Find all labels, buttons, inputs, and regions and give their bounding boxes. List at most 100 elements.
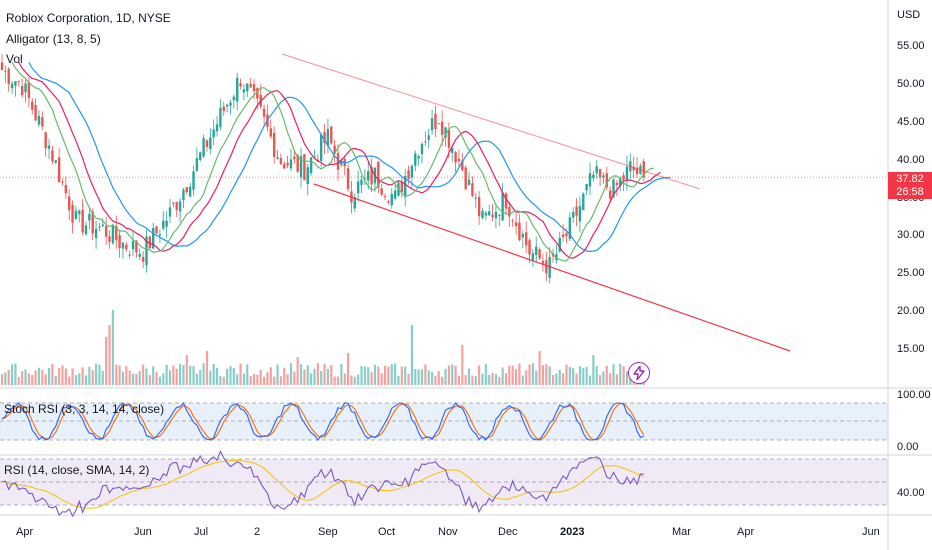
volume-bar — [37, 367, 41, 385]
lightning-icon — [633, 366, 645, 380]
volume-bar — [343, 373, 346, 385]
alligator-legend[interactable]: Alligator (13, 8, 5) — [6, 32, 101, 46]
candle-body — [61, 181, 64, 183]
volume-bar — [508, 365, 511, 385]
volume-bar — [252, 373, 256, 385]
rsi-tick-40: 40.00 — [897, 487, 925, 499]
volume-bar — [44, 374, 47, 385]
alligator-teeth-line — [18, 62, 661, 259]
candle-body — [424, 141, 427, 143]
volume-bar — [528, 364, 531, 385]
candle-body — [427, 135, 430, 140]
candle-body — [541, 260, 545, 264]
candle-body — [91, 211, 94, 234]
candle-body — [256, 87, 259, 99]
volume-bar — [98, 364, 101, 385]
candle-body — [44, 132, 47, 149]
volume-bar — [427, 370, 430, 385]
volume-bar — [451, 364, 454, 385]
volume-bar — [61, 365, 64, 385]
candle-body — [390, 193, 393, 206]
rsi-legend[interactable]: RSI (14, close, SMA, 14, 2) — [4, 463, 150, 477]
candle-body — [202, 138, 205, 157]
candle-body — [578, 206, 582, 222]
volume-bar — [51, 363, 54, 385]
candle-body — [491, 214, 494, 218]
candle-body — [625, 166, 629, 181]
volume-bar — [430, 371, 434, 385]
candle-body — [51, 150, 54, 162]
volume-bar — [484, 363, 487, 385]
volume-bar — [118, 365, 121, 385]
volume-bar — [236, 374, 239, 385]
candle-body — [64, 185, 68, 194]
candle-body — [249, 84, 252, 88]
candle-body — [518, 222, 521, 241]
volume-bar — [128, 370, 131, 385]
volume-bar — [340, 363, 343, 385]
volume-bar — [47, 367, 51, 385]
volume-bar — [242, 373, 246, 385]
volume-bar — [202, 363, 205, 385]
candle-body — [239, 83, 242, 87]
volume-bar — [152, 366, 155, 385]
candle-body — [98, 226, 101, 228]
volume-bar — [283, 367, 286, 385]
volume-bar — [377, 366, 380, 385]
volume-bar — [145, 368, 148, 385]
volume-bar — [555, 373, 558, 385]
volume-bar — [125, 365, 128, 385]
volume-bar — [58, 368, 61, 385]
volume-legend[interactable]: Vol — [6, 52, 23, 66]
price-tick: 50.00 — [897, 77, 925, 90]
stoch-d-line — [1, 402, 645, 441]
candle-body — [14, 81, 17, 86]
candle-body — [326, 128, 330, 146]
candle-body — [283, 163, 286, 169]
price-tick: 25.00 — [897, 267, 925, 280]
volume-bar — [454, 365, 457, 385]
candle-body — [548, 257, 551, 278]
volume-bar — [34, 370, 37, 385]
volume-bar — [605, 365, 608, 385]
volume-bar — [91, 370, 94, 385]
candle-body — [471, 183, 474, 196]
volume-bar — [135, 373, 138, 385]
candle-body — [37, 115, 41, 125]
candle-body — [88, 213, 91, 221]
volume-bar — [31, 374, 34, 385]
candle-body — [232, 96, 236, 101]
candle-body — [188, 186, 192, 197]
volume-bar — [232, 368, 235, 385]
candle-body — [383, 196, 387, 198]
candle-body — [619, 178, 622, 186]
time-tick: Sep — [318, 526, 338, 538]
volume-bar — [313, 368, 316, 385]
candle-body — [209, 137, 212, 150]
stoch-rsi-legend[interactable]: Stoch RSI (3, 3, 14, 14, close) — [4, 402, 165, 416]
volume-bar — [222, 376, 225, 385]
volume-bar — [410, 325, 414, 385]
candle-body — [108, 236, 111, 242]
volume-bar — [27, 373, 30, 385]
candle-body — [642, 161, 645, 178]
candle-body — [622, 175, 625, 180]
last-price-badge: 37.82 26:58 — [888, 172, 932, 199]
volume-bar — [434, 375, 437, 385]
time-tick: 2023 — [560, 526, 585, 538]
alligator-lips-line — [11, 62, 654, 262]
volume-bar — [575, 373, 578, 385]
candle-body — [477, 197, 481, 217]
time-tick: Apr — [16, 526, 34, 538]
candle-body — [236, 77, 239, 102]
volume-bar — [178, 363, 182, 385]
candle-body — [7, 68, 10, 85]
candle-body — [595, 166, 598, 174]
candle-body — [293, 156, 296, 160]
flash-button[interactable] — [628, 362, 650, 384]
candle-body — [514, 222, 518, 226]
volume-bar — [316, 363, 319, 385]
volume-bar — [7, 369, 10, 385]
volume-bar — [293, 371, 296, 385]
